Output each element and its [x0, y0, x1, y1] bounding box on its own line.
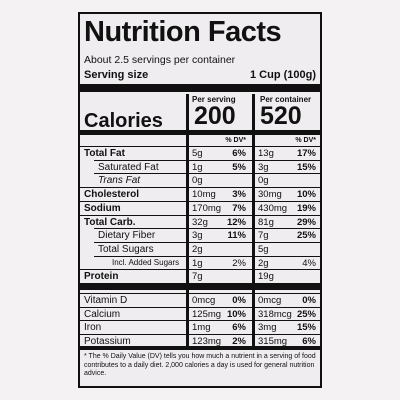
calories-serving: 200: [194, 102, 236, 130]
serving-dv: 0%: [232, 295, 246, 306]
footnote: * The % Daily Value (DV) tells you how m…: [84, 353, 316, 377]
column-divider: [252, 94, 255, 346]
row-rule: [94, 255, 320, 257]
container-amount: 81g: [258, 216, 274, 228]
serving-amount: 1g: [192, 257, 203, 269]
nutrient-name: Calcium: [84, 308, 121, 320]
container-amount: 5g: [258, 243, 269, 255]
container-amount: 0g: [258, 175, 269, 187]
serving-amount: 2g: [192, 243, 203, 255]
column-divider: [186, 94, 189, 346]
container-dv: 15%: [296, 161, 316, 173]
dv-header: % DV*: [225, 137, 246, 144]
row-rule: [80, 269, 320, 271]
container-amount: 430mg: [258, 202, 288, 214]
serving-amount: 0g: [192, 175, 203, 187]
nutrient-name: Dietary Fiber: [98, 230, 156, 242]
serving-dv: 10%: [226, 308, 246, 320]
serving-amount: 170mg: [192, 202, 222, 214]
nutrition-label: Nutrition Facts About 2.5 servings per c…: [78, 12, 322, 388]
servings: About 2.5 servings per container: [84, 54, 236, 66]
nutrient-name: Incl. Added Sugars: [112, 257, 180, 267]
row-rule: [80, 293, 320, 294]
serving-amount: 7g: [192, 271, 203, 283]
serving-dv: 6%: [232, 322, 246, 334]
container-amount: 318mcg: [258, 308, 292, 320]
serving-dv: 5%: [232, 161, 246, 173]
serving-amount: 1mg: [192, 322, 211, 334]
thick-rule: [80, 283, 320, 290]
serving-amount: 5g: [192, 148, 203, 159]
nutrient-name: Vitamin D: [84, 295, 128, 306]
serving-amount: 123mg: [192, 336, 222, 348]
nutrient-name: Total Fat: [84, 148, 125, 159]
nutrient-name: Saturated Fat: [98, 161, 159, 173]
row-rule: [80, 187, 320, 189]
row-rule: [94, 228, 320, 230]
serving-size-label: Serving size: [84, 69, 149, 81]
row-rule: [94, 159, 320, 161]
row-rule: [80, 334, 320, 336]
container-dv: 4%: [302, 257, 316, 269]
serving-dv: 12%: [226, 216, 246, 228]
serving-amount: 125mg: [192, 308, 222, 320]
serving-amount: 32g: [192, 216, 208, 228]
serving-dv: 7%: [232, 202, 246, 214]
nutrient-name: Protein: [84, 271, 119, 283]
nutrient-name: Trans Fat: [98, 175, 141, 187]
nutrient-name: Iron: [84, 322, 102, 334]
row-rule: [80, 320, 320, 322]
container-amount: 19g: [258, 271, 274, 283]
serving-amount: 0mcg: [192, 295, 216, 306]
container-dv: 19%: [296, 202, 316, 214]
container-amount: 315mg: [258, 336, 288, 348]
container-dv: 6%: [302, 336, 316, 348]
column-header: Per serving: [192, 95, 236, 104]
serving-dv: 2%: [232, 257, 246, 269]
nutrient-name: Potassium: [84, 336, 131, 348]
medium-rule: [80, 346, 320, 350]
row-rule: [80, 200, 320, 202]
container-dv: 17%: [296, 148, 316, 159]
container-dv: 25%: [296, 308, 316, 320]
container-amount: 30mg: [258, 189, 282, 201]
container-dv: 15%: [296, 322, 316, 334]
column-header: Per container: [260, 95, 312, 104]
container-dv: 25%: [296, 230, 316, 242]
container-dv: 10%: [296, 189, 316, 201]
container-dv: 29%: [296, 216, 316, 228]
row-rule: [80, 214, 320, 216]
container-amount: 2g: [258, 257, 269, 269]
row-rule: [80, 146, 320, 147]
calories-label: Calories: [84, 110, 163, 132]
nutrient-name: Total Carb.: [84, 216, 136, 228]
title: Nutrition Facts: [84, 16, 282, 48]
serving-size-value: 1 Cup (100g): [249, 69, 316, 81]
serving-amount: 3g: [192, 230, 203, 242]
container-amount: 0mcg: [258, 295, 282, 306]
serving-dv: 2%: [232, 336, 246, 348]
medium-rule: [80, 130, 320, 135]
container-amount: 13g: [258, 148, 274, 159]
row-rule: [80, 306, 320, 308]
nutrient-name: Cholesterol: [84, 189, 140, 201]
row-rule: [94, 173, 320, 175]
thick-rule: [80, 84, 320, 92]
container-dv: 0%: [302, 295, 316, 306]
serving-amount: 10mg: [192, 189, 216, 201]
container-amount: 3g: [258, 161, 269, 173]
row-rule: [94, 241, 320, 243]
serving-amount: 1g: [192, 161, 203, 173]
container-amount: 3mg: [258, 322, 277, 334]
container-amount: 7g: [258, 230, 269, 242]
serving-dv: 11%: [227, 230, 247, 242]
nutrient-name: Sodium: [84, 202, 121, 214]
calories-container: 520: [260, 102, 302, 130]
serving-dv: 6%: [232, 148, 246, 159]
dv-header: % DV*: [295, 137, 316, 144]
nutrient-name: Total Sugars: [98, 243, 154, 255]
serving-dv: 3%: [232, 189, 246, 201]
